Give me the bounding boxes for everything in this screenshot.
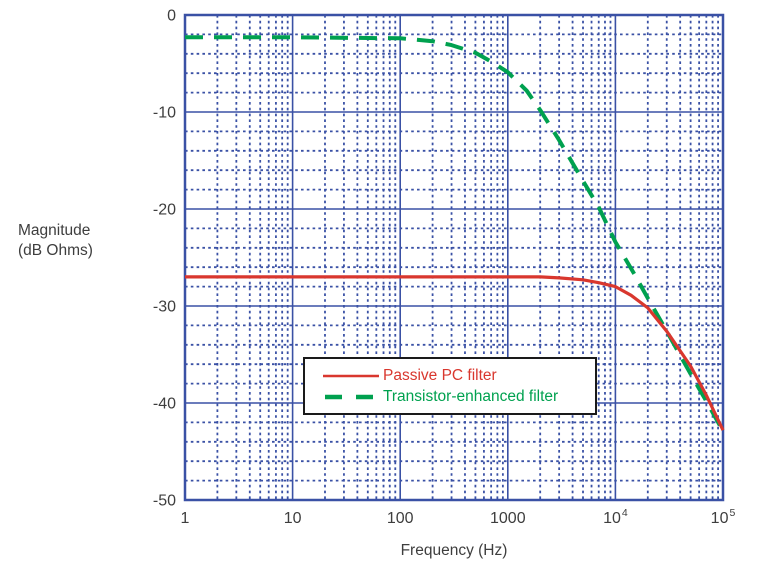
x-tick-label: 1000 bbox=[490, 510, 526, 527]
legend: Passive PC filter Transistor-enhanced fi… bbox=[303, 357, 597, 415]
legend-label-passive: Passive PC filter bbox=[383, 366, 497, 384]
y-axis-title-line2: (dB Ohms) bbox=[18, 242, 93, 259]
grid-minor bbox=[185, 15, 723, 500]
y-tick-label: -30 bbox=[153, 299, 176, 316]
x-axis-title: Frequency (Hz) bbox=[400, 542, 508, 559]
y-axis-title: Magnitude (dB Ohms) bbox=[18, 221, 93, 261]
x-tick-label: 104 bbox=[603, 507, 628, 527]
grid-major bbox=[185, 15, 723, 500]
x-tick-label: 105 bbox=[711, 507, 736, 527]
legend-solid-line-icon bbox=[323, 374, 379, 377]
x-tick-label: 1 bbox=[181, 510, 190, 527]
legend-dashed-line-icon bbox=[325, 394, 381, 399]
plot-frame bbox=[183, 13, 725, 502]
x-tick-label: 100 bbox=[387, 510, 414, 527]
series-passive-pc-filter bbox=[185, 275, 725, 431]
legend-label-transistor: Transistor-enhanced filter bbox=[383, 387, 559, 405]
y-tick-label: -10 bbox=[153, 105, 176, 122]
y-tick-label: -20 bbox=[153, 202, 176, 219]
y-axis-title-line1: Magnitude bbox=[18, 222, 91, 239]
y-tick-label: -40 bbox=[153, 396, 176, 413]
y-tick-label: -50 bbox=[153, 493, 176, 510]
legend-item-passive: Passive PC filter bbox=[315, 367, 595, 385]
x-tick-label: 10 bbox=[284, 510, 302, 527]
legend-item-transistor: Transistor-enhanced filter bbox=[315, 388, 595, 406]
y-tick-label: 0 bbox=[167, 8, 176, 25]
